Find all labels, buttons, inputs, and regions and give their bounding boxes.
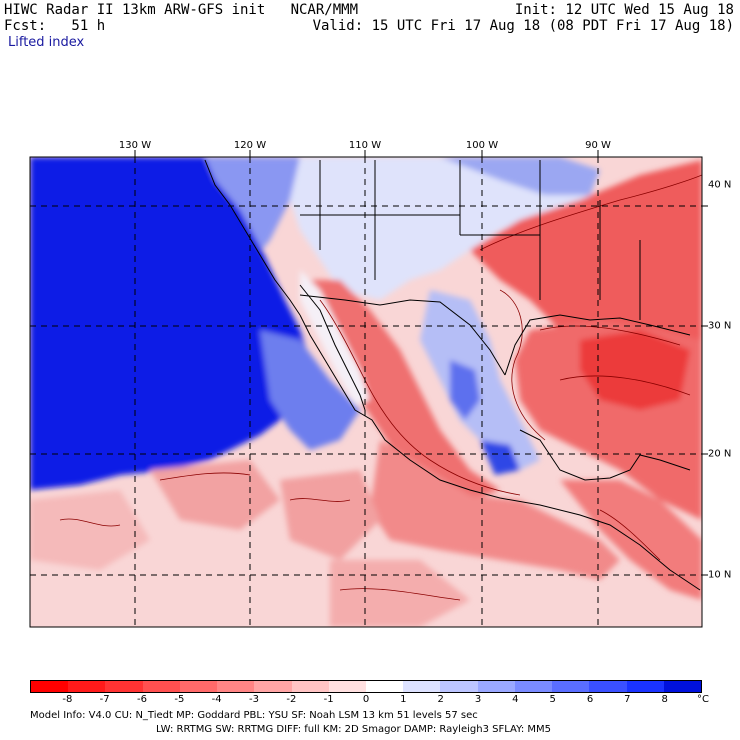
interior-west-neutral <box>290 157 600 300</box>
colorbar-unit: °C <box>697 694 709 705</box>
central-us-unstable <box>470 160 702 350</box>
colorbar-swatch <box>365 681 404 692</box>
colorbar-tick-label: -4 <box>211 694 222 705</box>
colorbar-swatch <box>589 681 627 692</box>
map-frame <box>29 156 703 628</box>
graticule <box>30 157 702 627</box>
colorbar-swatch <box>179 681 218 692</box>
colorbar-swatch <box>440 681 478 692</box>
lat-label-30n: 30 N <box>708 320 732 332</box>
lat-label-10n: 10 N <box>708 569 732 581</box>
colorbar-tick-label: 2 <box>437 694 444 705</box>
colorbar-swatch <box>68 681 106 692</box>
colorbar-tick-label: 3 <box>474 694 482 705</box>
pacific-stable-region <box>30 157 312 490</box>
colorbar-tick-label: -2 <box>286 694 297 705</box>
lon-label-110w: 110 W <box>348 140 382 151</box>
colorbar-swatch <box>328 681 366 692</box>
model-info-line2: LW: RRTMG SW: RRTMG DIFF: full KM: 2D Sm… <box>156 724 552 735</box>
forecast-hour: Fcst: 51 h <box>4 18 106 34</box>
colorbar-tick-label: 7 <box>624 694 631 705</box>
lat-label-40n: 40 N <box>708 179 732 191</box>
valid-time: Valid: 15 UTC Fri 17 Aug 18 (08 PDT Fri … <box>312 18 734 34</box>
lon-label-90w: 90 W <box>585 140 611 151</box>
colorbar-swatch <box>105 681 143 692</box>
field-name: Lifted index <box>8 35 85 50</box>
colorbar-swatch <box>31 681 69 692</box>
colorbar-tick-label: 5 <box>549 694 556 705</box>
lon-label-130w: 130 W <box>118 140 152 151</box>
colorbar-tick-label: 1 <box>400 694 407 705</box>
colorbar-swatch <box>477 681 515 692</box>
colorbar-tick-label: -7 <box>99 694 110 705</box>
colorbar-swatch <box>403 681 441 692</box>
init-time: Init: 12 UTC Wed 15 Aug 18 <box>514 2 734 18</box>
colorbar-tick-label: -5 <box>174 694 185 705</box>
lon-label-120w: 120 W <box>233 140 267 151</box>
colorbar-tick-label: -3 <box>249 694 259 705</box>
lat-label-20n: 20 N <box>708 448 732 460</box>
colorbar-swatch <box>626 681 664 692</box>
colorbar-tick-label: 0 <box>362 694 370 705</box>
colorbar-tick-label: -6 <box>137 694 147 705</box>
colorbar-tick-label: 6 <box>586 694 594 705</box>
lon-label-100w: 100 W <box>465 140 499 151</box>
colorbar-swatch <box>254 681 292 692</box>
gulf-max-instability <box>580 330 690 410</box>
colorbar-swatch <box>217 681 255 692</box>
colorbar-swatch <box>142 681 180 692</box>
model-info-line1: Model Info: V4.0 CU: N_Tiedt MP: Goddard… <box>30 710 478 721</box>
colorbar-tick-label: 8 <box>661 694 668 705</box>
coastlines-borders <box>204 159 701 591</box>
colorbar-tick-label: -1 <box>323 694 334 705</box>
colorbar-tick-label: -8 <box>62 694 73 705</box>
colorbar-swatch <box>514 681 553 692</box>
colorbar <box>30 680 702 693</box>
colorbar-swatch <box>663 681 701 692</box>
colorbar-swatch <box>291 681 329 692</box>
colorbar-swatch <box>552 681 590 692</box>
colorbar-tick-label: 4 <box>512 694 519 705</box>
model-title: HIWC Radar II 13km ARW-GFS init NCAR/MMM <box>4 2 359 18</box>
